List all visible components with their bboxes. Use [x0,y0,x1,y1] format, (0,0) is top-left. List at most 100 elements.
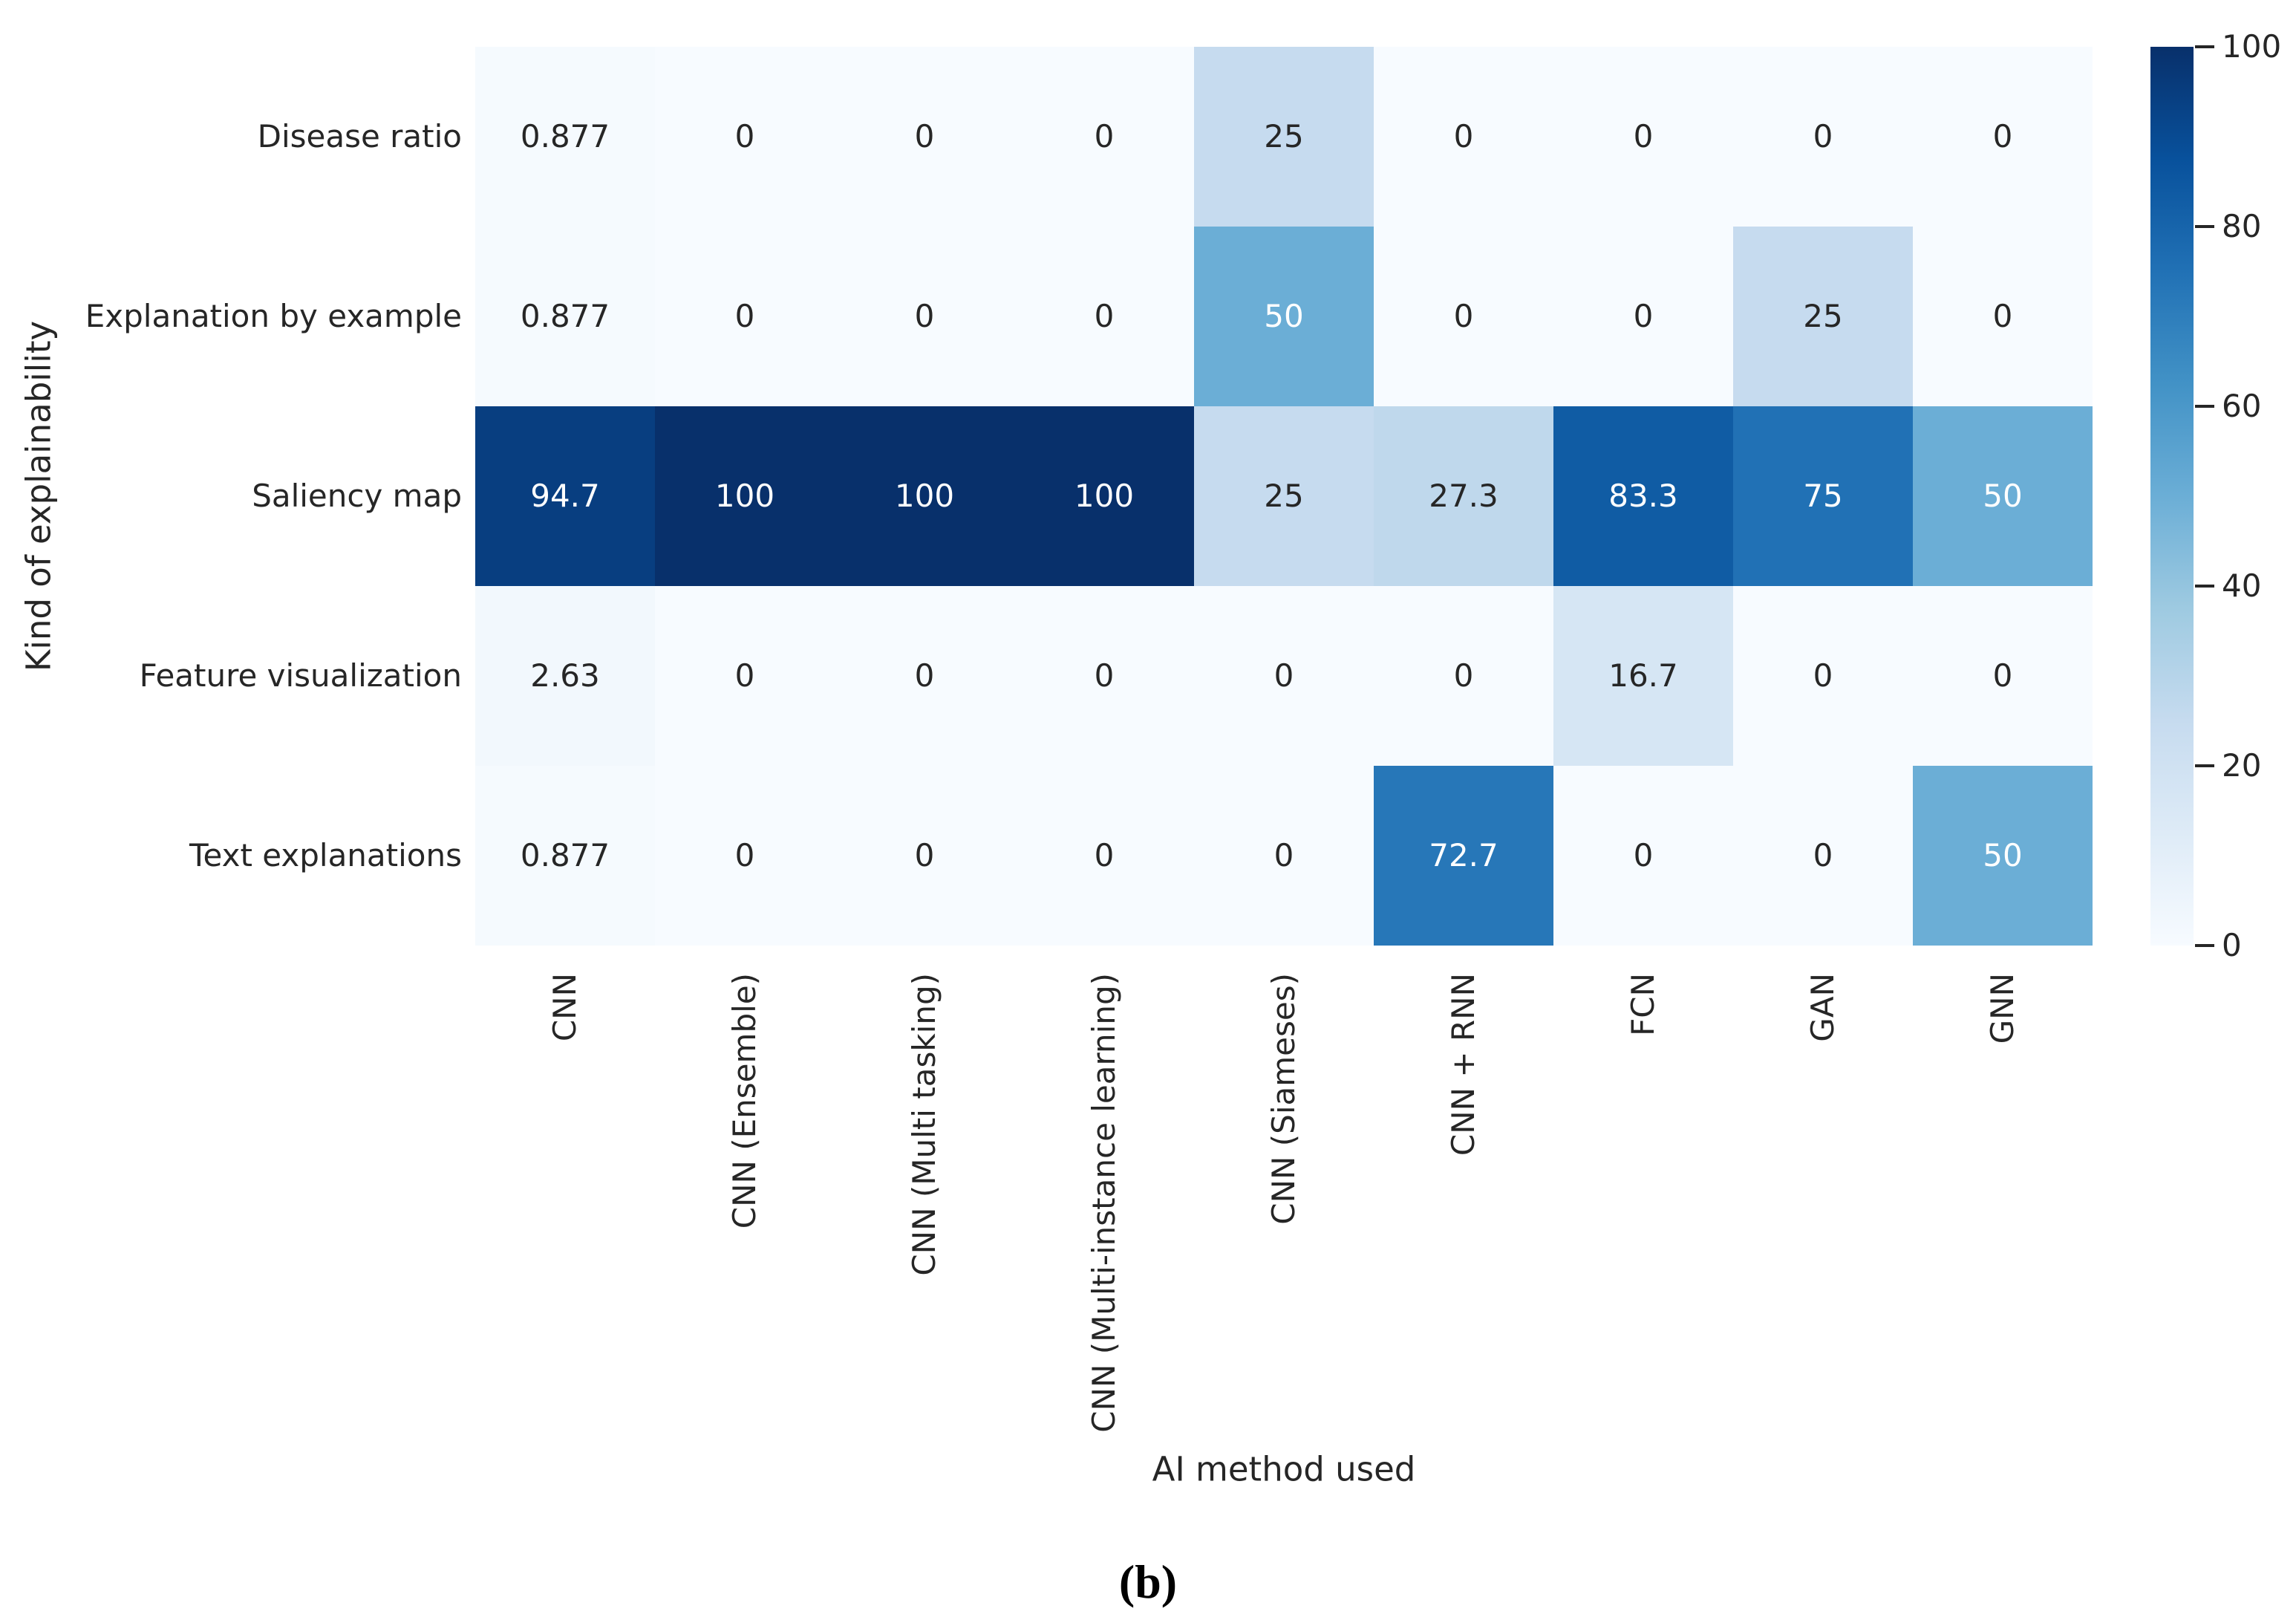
cell-value-label: 0 [914,298,935,334]
colorbar-tick-label: 80 [2222,208,2262,244]
colorbar-tick [2195,45,2214,48]
heatmap-cell: 25 [1194,47,1374,227]
heatmap-cell: 50 [1913,406,2093,586]
heatmap-cell: 0 [1913,227,2093,406]
heatmap-cell: 0 [1374,47,1553,227]
colorbar-tick [2195,405,2214,408]
cell-value-label: 0 [1273,837,1294,873]
y-tick-label: Disease ratio [257,117,462,154]
heatmap-cell: 100 [1014,406,1194,586]
heatmap-cell: 83.3 [1553,406,1733,586]
heatmap-cell: 2.63 [475,586,655,766]
heatmap-cell: 16.7 [1553,586,1733,766]
cell-value-label: 94.7 [530,478,600,514]
cell-value-label: 27.3 [1429,478,1498,514]
heatmap-cell: 0 [1014,47,1194,227]
y-tick-label: Explanation by example [85,297,462,334]
cell-value-label: 50 [1264,298,1304,334]
cell-value-label: 0.877 [520,837,610,873]
heatmap-cell: 0 [1014,586,1194,766]
cell-value-label: 0 [1094,118,1115,154]
cell-value-label: 0 [1813,837,1833,873]
heatmap-cell: 0 [1194,766,1374,946]
cell-value-label: 100 [894,478,955,514]
heatmap-cell: 50 [1194,227,1374,406]
heatmap-cell: 0 [835,47,1014,227]
cell-value-label: 0 [734,837,755,873]
heatmap-cell: 0.877 [475,47,655,227]
cell-value-label: 16.7 [1608,657,1678,694]
cell-value-label: 25 [1264,118,1304,154]
heatmap-cell: 25 [1194,406,1374,586]
cell-value-label: 0 [1094,298,1115,334]
heatmap-cell: 0 [835,586,1014,766]
cell-value-label: 0 [1094,837,1115,873]
heatmap-cell: 72.7 [1374,766,1553,946]
heatmap-cell: 0 [1014,766,1194,946]
cell-value-label: 0 [734,298,755,334]
cell-value-label: 0 [1633,837,1654,873]
x-tick-label: CNN [546,973,583,1042]
heatmap-cell: 0 [835,766,1014,946]
heatmap-cell: 75 [1733,406,1913,586]
x-axis-title: AI method used [1152,1449,1416,1489]
cell-value-label: 100 [714,478,775,514]
x-tick-label: GAN [1804,973,1841,1042]
heatmap-cell: 27.3 [1374,406,1553,586]
cell-value-label: 72.7 [1429,837,1498,873]
cell-value-label: 0 [734,657,755,694]
cell-value-label: 25 [1264,478,1304,514]
cell-value-label: 0 [1633,298,1654,334]
cell-value-label: 50 [1983,837,2023,873]
colorbar-tick-label: 0 [2222,927,2242,963]
heatmap-cell: 0.877 [475,227,655,406]
colorbar-tick [2195,585,2214,588]
heatmap-cell: 0.877 [475,766,655,946]
x-tick-label: GNN [1983,973,2021,1044]
heatmap-cell: 25 [1733,227,1913,406]
figure-caption: (b) [1118,1555,1178,1608]
heatmap-cell: 0 [655,586,835,766]
heatmap-cell: 0 [835,227,1014,406]
cell-value-label: 0 [1453,298,1474,334]
heatmap-cell: 0 [1553,766,1733,946]
heatmap-cell: 100 [655,406,835,586]
x-tick-label: CNN (Siameses) [1265,973,1302,1225]
cell-value-label: 2.63 [530,657,600,694]
cell-value-label: 0 [1813,657,1833,694]
x-tick-label: CNN (Multi-instance learning) [1085,973,1122,1433]
cell-value-label: 0 [1453,657,1474,694]
y-tick-label: Text explanations [189,836,462,873]
cell-value-label: 0 [1813,118,1833,154]
x-tick-label: CNN (Ensemble) [725,973,763,1229]
cell-value-label: 0 [734,118,755,154]
heatmap-cell: 0 [1913,586,2093,766]
x-tick-label: FCN [1624,973,1661,1036]
heatmap-cell: 0 [1733,766,1913,946]
heatmap-cell: 94.7 [475,406,655,586]
colorbar-gradient [2150,47,2194,946]
heatmap-cell: 0 [1194,586,1374,766]
cell-value-label: 0 [914,118,935,154]
cell-value-label: 0 [1992,298,2013,334]
cell-value-label: 75 [1803,478,1843,514]
cell-value-label: 0 [1453,118,1474,154]
cell-value-label: 0 [1992,118,2013,154]
cell-value-label: 0.877 [520,298,610,334]
colorbar-tick-label: 20 [2222,747,2262,784]
heatmap-cell: 100 [835,406,1014,586]
y-tick-label: Feature visualization [139,657,462,694]
colorbar-tick [2195,764,2214,767]
cell-value-label: 83.3 [1608,478,1678,514]
cell-value-label: 0 [1273,657,1294,694]
heatmap-cell: 0 [1733,586,1913,766]
heatmap-cell: 0 [655,227,835,406]
cell-value-label: 0 [914,657,935,694]
heatmap-cell: 0 [1553,227,1733,406]
cell-value-label: 0 [1992,657,2013,694]
cell-value-label: 25 [1803,298,1843,334]
heatmap-cell: 0 [1374,586,1553,766]
heatmap-cell: 0 [655,766,835,946]
x-tick-label: CNN (Multi tasking) [905,973,942,1276]
